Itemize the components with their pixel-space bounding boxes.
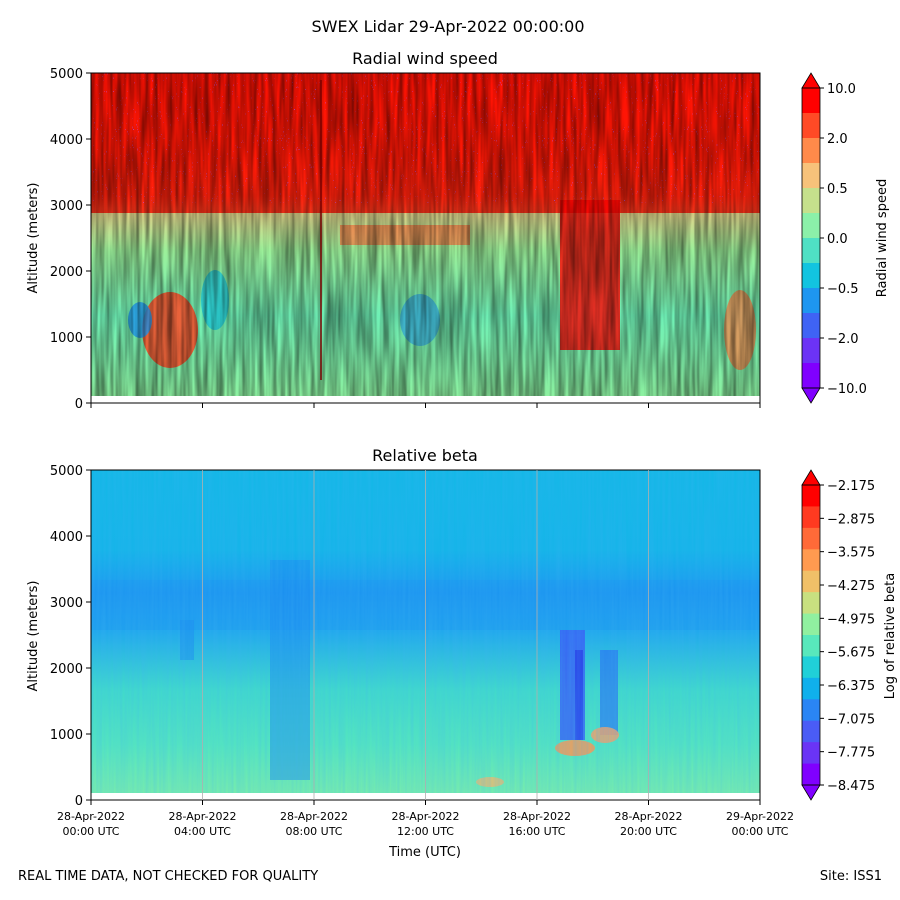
- y-tick-label: 3000: [50, 199, 83, 214]
- wind-y-label: Altitude (meters): [26, 183, 41, 294]
- x-tick-label-time: 16:00 UTC: [508, 825, 565, 838]
- colorbar-tick-label: −7.775: [827, 746, 875, 761]
- x-tick-label-date: 28-Apr-2022: [57, 810, 125, 823]
- panel-title-beta: Relative beta: [372, 446, 478, 465]
- colorbar-tick-label: −4.975: [827, 612, 875, 627]
- x-tick-label-date: 28-Apr-2022: [168, 810, 236, 823]
- colorbar-segment: [802, 763, 820, 786]
- wind-colorbar-label: Radial wind speed: [875, 179, 890, 297]
- colorbar-segment: [802, 313, 820, 339]
- y-tick-label: 4000: [50, 133, 83, 148]
- colorbar-tick-label: −7.075: [827, 712, 875, 727]
- colorbar-segment: [802, 527, 820, 550]
- colorbar-tick-label: 0.5: [827, 182, 848, 197]
- y-tick-label: 3000: [50, 596, 83, 611]
- colorbar-frame: [801, 484, 821, 786]
- colorbar-tick-label: −6.375: [827, 679, 875, 694]
- colorbar-tick-label: −2.875: [827, 512, 875, 527]
- colorbar-segment: [802, 163, 820, 189]
- colorbar-segment: [802, 138, 820, 164]
- colorbar-tick-label: 2.0: [827, 132, 848, 147]
- x-tick-label-date: 29-Apr-2022: [726, 810, 794, 823]
- y-tick-label: 2000: [50, 265, 83, 280]
- colorbar-segment: [802, 592, 820, 615]
- x-tick-label-time: 12:00 UTC: [397, 825, 454, 838]
- footer-site: Site: ISS1: [819, 869, 882, 884]
- colorbar-segment: [802, 485, 820, 507]
- colorbar-segment: [802, 656, 820, 679]
- colorbar-segment: [802, 363, 820, 389]
- beta-y-label: Altitude (meters): [26, 581, 41, 692]
- colorbar-tick-label: −0.5: [827, 282, 859, 297]
- wind-x-axis: [90, 403, 761, 408]
- panel-radial-wind: Radial wind speed 010002000300040005000 …: [26, 49, 890, 412]
- colorbar-extend-bottom: [801, 387, 821, 404]
- x-tick-label-time: 00:00 UTC: [731, 825, 788, 838]
- colorbar-extend-top: [801, 469, 821, 486]
- colorbar-tick-label: −2.175: [827, 479, 875, 494]
- colorbar-segment: [802, 699, 820, 722]
- colorbar-tick-label: −2.0: [827, 332, 859, 347]
- y-tick-label: 0: [75, 794, 83, 809]
- y-tick-label: 1000: [50, 331, 83, 346]
- colorbar-segment: [802, 570, 820, 593]
- colorbar-tick-label: −4.275: [827, 579, 875, 594]
- colorbar-extend-top: [801, 72, 821, 89]
- colorbar-segment: [802, 338, 820, 364]
- wind-y-axis: 0 1000 2000 3000 4000 5000: [50, 67, 91, 412]
- colorbar-segment: [802, 720, 820, 743]
- colorbar-tick-label: −10.0: [827, 382, 867, 397]
- x-tick-label-date: 28-Apr-2022: [614, 810, 682, 823]
- x-tick-label-date: 28-Apr-2022: [391, 810, 459, 823]
- colorbar-segment: [802, 213, 820, 239]
- colorbar-tick-label: 0.0: [827, 232, 848, 247]
- colorbar-tick-label: 10.0: [827, 82, 856, 97]
- colorbar-segment: [802, 288, 820, 314]
- colorbar-segment: [802, 742, 820, 765]
- colorbar-segment: [802, 238, 820, 264]
- x-tick-label-time: 08:00 UTC: [285, 825, 342, 838]
- colorbar-tick-label: −8.475: [827, 779, 875, 794]
- colorbar-segment: [802, 677, 820, 700]
- colorbar-segment: [802, 113, 820, 139]
- x-tick-label-date: 28-Apr-2022: [503, 810, 571, 823]
- beta-y-axis: 0 1000 2000 3000 4000 5000: [50, 464, 91, 809]
- beta-colorbar-label: Log of relative beta: [883, 573, 898, 700]
- y-tick-label: 2000: [50, 662, 83, 677]
- beta-x-axis: 28-Apr-2022 00:00 UTC 28-Apr-2022 04:00 UTC…: [57, 470, 794, 838]
- footer-quality-note: REAL TIME DATA, NOT CHECKED FOR QUALITY: [18, 869, 319, 884]
- y-tick-label: 5000: [50, 67, 83, 82]
- y-tick-label: 1000: [50, 728, 83, 743]
- panel-relative-beta: Relative beta 0 1000 2000 3000 4000 5000 28-A…: [26, 446, 898, 860]
- colorbar-segment: [802, 263, 820, 289]
- x-tick-label-time: 04:00 UTC: [174, 825, 231, 838]
- y-tick-label: 5000: [50, 464, 83, 479]
- panel-title-wind: Radial wind speed: [352, 49, 498, 68]
- y-tick-label: 4000: [50, 530, 83, 545]
- colorbar-tick-label: −3.575: [827, 546, 875, 561]
- x-tick-label-time: 00:00 UTC: [62, 825, 119, 838]
- colorbar-segment: [802, 188, 820, 214]
- x-tick-label-date: 28-Apr-2022: [280, 810, 348, 823]
- beta-x-label: Time (UTC): [388, 845, 461, 860]
- colorbar-tick-label: −5.675: [827, 646, 875, 661]
- colorbar-segment: [802, 613, 820, 636]
- wind-colorbar: 10.0 2.0 0.5 0.0 −0.5 −2.0 −10.0: [801, 72, 867, 404]
- wind-heatmap-image: [91, 73, 760, 403]
- colorbar-segment: [802, 635, 820, 657]
- colorbar-segment: [802, 88, 820, 114]
- y-tick-label: 0: [75, 397, 83, 412]
- x-tick-label-time: 20:00 UTC: [620, 825, 677, 838]
- colorbar-extend-bottom: [801, 784, 821, 801]
- colorbar-segment: [802, 549, 820, 572]
- figure-title: SWEX Lidar 29-Apr-2022 00:00:00: [312, 17, 585, 36]
- beta-colorbar: −2.175 −2.875 −3.575 −4.275 −4.975 −5.675 −6.3…: [801, 469, 875, 801]
- colorbar-segment: [802, 506, 820, 529]
